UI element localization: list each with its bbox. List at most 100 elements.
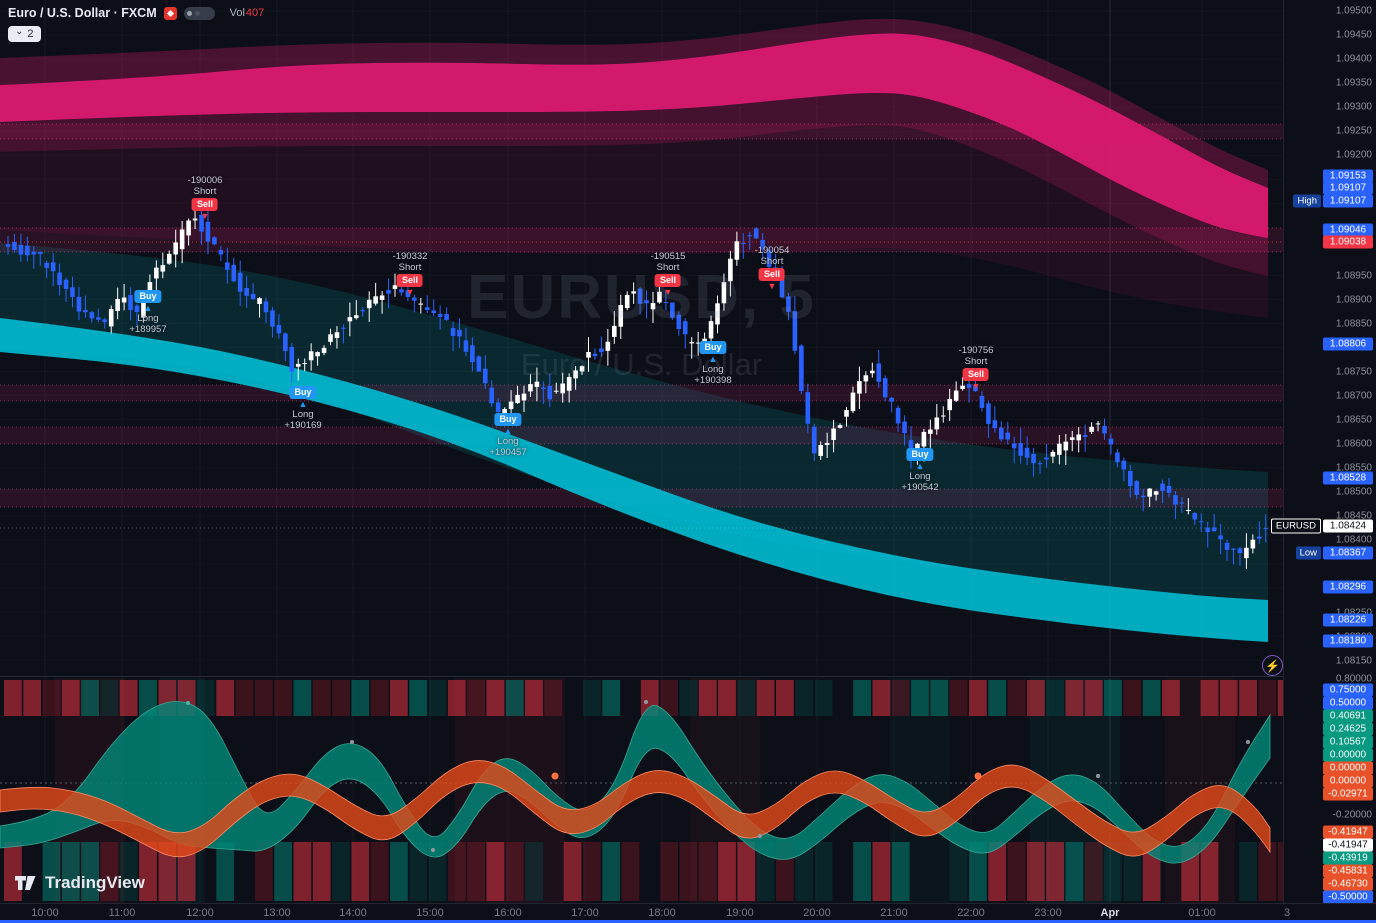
arrow-down-icon: ▼ <box>663 287 673 297</box>
bands-over-layer <box>0 33 1268 642</box>
sell-pill: Sell <box>758 268 785 281</box>
price-badge: -0.46730 <box>1323 877 1373 891</box>
arrow-up-icon: ▲ <box>298 399 308 409</box>
trade-marker-sell[interactable]: -190054 Short Sell ▼ <box>755 246 790 291</box>
arrow-down-icon: ▼ <box>767 281 777 291</box>
price-badge: 1.08424 <box>1323 519 1373 533</box>
time-axis-label: 13:00 <box>263 907 291 919</box>
sell-pill: Sell <box>396 274 423 287</box>
price-axis[interactable]: 1.09500 1.09450 1.09400 1.09350 1.09300 1.092… <box>1270 0 1376 904</box>
sell-pill: Sell <box>191 198 218 211</box>
magenta-glow-top <box>0 18 1268 188</box>
trade-marker-buy[interactable]: Buy ▲ Long +190398 <box>694 341 732 386</box>
marker-side: Short <box>193 186 217 197</box>
time-axis[interactable]: 10:00 11:00 12:00 13:00 14:00 15:00 16:00 17:00… <box>0 903 1376 922</box>
price-axis-label: 1.09500 <box>1335 5 1372 17</box>
buy-pill: Buy <box>494 413 522 426</box>
candles-layer <box>5 204 1269 570</box>
time-axis-label: 17:00 <box>571 907 599 919</box>
time-axis-label: 01:00 <box>1188 907 1216 919</box>
buy-pill: Buy <box>134 290 162 303</box>
symbol-title[interactable]: Euro / U.S. Dollar · FXCM <box>8 6 157 20</box>
osc-dot <box>551 772 559 780</box>
marker-value: +190457 <box>489 447 527 458</box>
arrow-up-icon: ▲ <box>503 426 513 436</box>
osc-ribbons-layer <box>0 700 1271 864</box>
tradingview-logo[interactable]: TradingView <box>14 872 145 894</box>
price-badge: 1.09046 <box>1323 223 1373 237</box>
price-axis-label: 1.08550 <box>1335 462 1372 474</box>
marker-value: +190169 <box>284 420 322 431</box>
trade-marker-buy[interactable]: Buy ▲ Long +189957 <box>129 290 167 335</box>
volume-readout: Vol407 <box>230 7 265 19</box>
indicators-collapse-button[interactable]: ⌄ 2 <box>8 26 41 42</box>
osc-dot <box>974 772 982 780</box>
osc-dot <box>431 848 435 852</box>
price-badge: -0.02971 <box>1323 787 1373 801</box>
price-axis-label: 1.08850 <box>1335 318 1372 330</box>
arrow-up-icon: ▲ <box>708 354 718 364</box>
volume-label: Vol <box>229 7 245 19</box>
tradingview-logo-text: TradingView <box>45 873 145 892</box>
marker-side: Short <box>398 262 422 273</box>
price-axis-label: 1.09250 <box>1335 125 1372 137</box>
osc-dot <box>1246 740 1250 744</box>
tradingview-logo-icon <box>15 876 36 890</box>
time-axis-label: 15:00 <box>416 907 444 919</box>
trade-marker-buy[interactable]: Buy ▲ Long +190169 <box>284 386 322 431</box>
toggle-dot-icon <box>186 10 192 16</box>
pane-separator[interactable] <box>0 676 1283 677</box>
trade-marker-sell[interactable]: -190006 Short Sell ▼ <box>188 176 223 221</box>
price-badge: 0.50000 <box>1323 696 1373 710</box>
price-badge: 1.08226 <box>1323 613 1373 627</box>
trade-marker-buy[interactable]: Buy ▲ Long +190542 <box>901 448 939 493</box>
price-axis-label: 1.08600 <box>1335 438 1372 450</box>
price-axis-label: 0.80000 <box>1335 673 1372 685</box>
price-badge: -0.41947 <box>1323 825 1373 839</box>
arrow-up-icon: ▲ <box>915 461 925 471</box>
marker-value: +190542 <box>901 482 939 493</box>
magenta-core <box>0 33 1268 239</box>
visibility-toggle[interactable] <box>183 6 215 20</box>
marker-value: -190332 <box>392 251 428 262</box>
price-axis-label: -0.20000 <box>1332 809 1372 821</box>
volume-value: 407 <box>245 7 265 19</box>
price-badge: -0.43919 <box>1323 851 1373 865</box>
chart-legend: Euro / U.S. Dollar · FXCM Vol407 <box>8 6 264 20</box>
main-pane-layer <box>0 0 1283 676</box>
trade-marker-sell[interactable]: -190756 Short Sell ▼ <box>959 346 994 391</box>
price-axis-label: 1.09200 <box>1335 149 1372 161</box>
price-badge: -0.50000 <box>1323 890 1373 904</box>
lightning-button[interactable]: ⚡ <box>1262 655 1283 676</box>
time-axis-label: 14:00 <box>339 907 367 919</box>
grid-layer <box>44 0 1203 676</box>
price-badge: 1.09107 <box>1323 181 1373 195</box>
buy-pill: Buy <box>289 386 317 399</box>
price-badge: 1.09153 <box>1323 169 1373 183</box>
time-axis-label: Apr <box>1100 907 1120 919</box>
buy-pill: Buy <box>906 448 934 461</box>
price-axis-label: 1.08750 <box>1335 366 1372 378</box>
price-axis-label: 1.08650 <box>1335 414 1372 426</box>
trade-marker-sell[interactable]: -190332 Short Sell ▼ <box>393 252 428 297</box>
osc-dot <box>644 700 648 704</box>
price-axis-label: 1.08950 <box>1335 270 1372 282</box>
price-badge: 0.75000 <box>1323 683 1373 697</box>
trade-marker-buy[interactable]: Buy ▲ Long +190457 <box>489 413 527 458</box>
price-axis-label: 1.08500 <box>1335 486 1372 498</box>
time-axis-label: 20:00 <box>803 907 831 919</box>
trade-marker-sell[interactable]: -190515 Short Sell ▼ <box>651 252 686 297</box>
price-axis-label: 1.08250 <box>1336 608 1372 619</box>
price-tag-high: High <box>1293 194 1321 208</box>
price-badge: 0.00000 <box>1323 761 1373 775</box>
osc-dot <box>350 740 354 744</box>
osc-dot <box>186 701 190 705</box>
sell-pill: Sell <box>962 368 989 381</box>
price-badge: 1.08528 <box>1323 471 1373 485</box>
chart-canvas[interactable] <box>0 0 1283 903</box>
maroon-wash <box>0 125 1268 318</box>
time-axis-label: 12:00 <box>186 907 214 919</box>
arrow-up-icon: ▲ <box>143 303 153 313</box>
price-badge: -0.45831 <box>1323 864 1373 878</box>
osc-stripes-layer <box>4 680 1283 901</box>
